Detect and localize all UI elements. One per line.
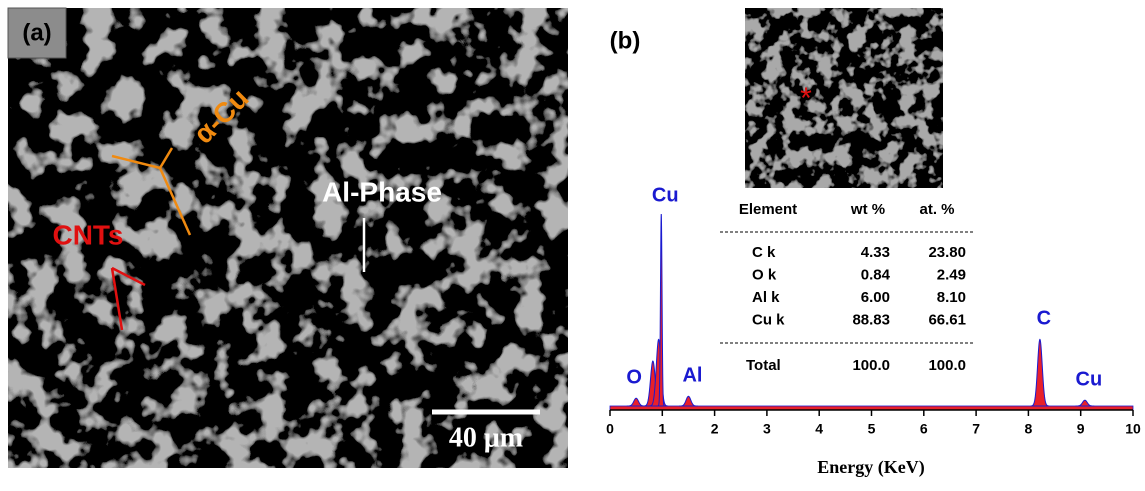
table-cell: 0.84: [861, 266, 891, 283]
table-cell: Cu k: [752, 311, 785, 328]
panel-label: (a): [22, 19, 51, 46]
x-tick-label: 7: [972, 421, 980, 437]
x-axis-label: Energy (KeV): [817, 457, 924, 478]
peak-label: Cu: [1076, 368, 1103, 390]
peak-label: C: [1037, 308, 1051, 330]
panel-label: (b): [610, 27, 641, 54]
table-cell: O k: [752, 266, 777, 283]
figure: (a) α-Cu Al-Phase CNTs 40 μm (b) * Eleme…: [0, 0, 1145, 486]
table-cell: 88.83: [852, 311, 890, 328]
inset-image: [745, 8, 943, 188]
x-tick-label: 10: [1125, 421, 1141, 437]
x-tick-label: 1: [658, 421, 666, 437]
table-cell: 23.80: [928, 244, 966, 261]
peak-label: Al: [682, 365, 702, 387]
x-tick-label: 3: [763, 421, 771, 437]
annotation: Al-Phase: [322, 176, 442, 207]
peak: [1075, 400, 1094, 406]
x-tick-label: 9: [1077, 421, 1085, 437]
table-cell: 6.00: [861, 289, 890, 306]
table-header: Element: [739, 201, 797, 218]
table-cell: 8.10: [937, 289, 966, 306]
x-tick-label: 2: [711, 421, 719, 437]
peak: [679, 396, 698, 406]
x-tick-label: 0: [606, 421, 614, 437]
peak: [1030, 339, 1049, 406]
table-total: 100.0: [928, 357, 966, 374]
table-cell: 2.49: [937, 266, 966, 283]
annotation: CNTs: [52, 219, 123, 250]
table-header: wt %: [850, 201, 885, 218]
x-tick-label: 8: [1025, 421, 1033, 437]
table-total: Total: [746, 357, 781, 374]
x-tick-label: 5: [868, 421, 876, 437]
peak: [627, 398, 646, 406]
inset-marker: *: [800, 82, 812, 115]
table-cell: 4.33: [861, 244, 890, 261]
x-tick-label: 4: [815, 421, 823, 437]
table-header: at. %: [919, 201, 954, 218]
peak-label: O: [626, 367, 642, 389]
page: {"panel_a": {"label": "(a)", "annotation…: [0, 0, 1145, 486]
table-cell: Al k: [752, 289, 780, 306]
x-tick-label: 6: [920, 421, 928, 437]
table-cell: C k: [752, 244, 776, 261]
peak-label: Cu: [652, 184, 679, 206]
table-cell: 66.61: [928, 311, 966, 328]
table-total: 100.0: [852, 357, 890, 374]
scale-label: 40 μm: [449, 422, 523, 453]
